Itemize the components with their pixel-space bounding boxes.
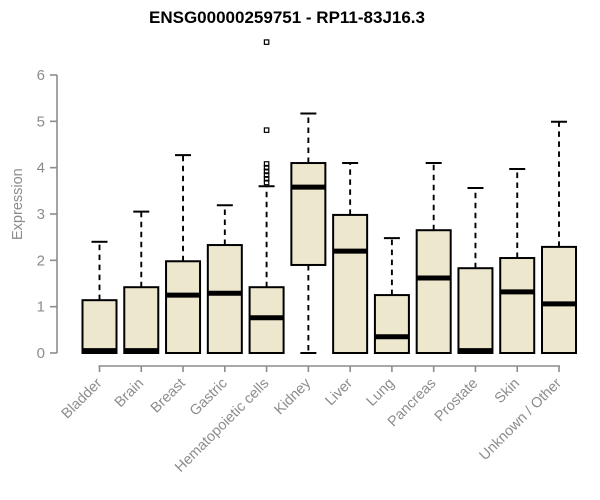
box-iqr (415, 229, 452, 354)
svg-text:Brain: Brain (112, 376, 147, 411)
boxplot-box (123, 210, 160, 354)
y-tick-labels: 0 1 2 3 4 5 6 (37, 67, 45, 362)
boxplot-box (248, 39, 285, 354)
svg-text:Lung: Lung (364, 376, 398, 410)
svg-text:Liver: Liver (322, 375, 356, 409)
outlier-point (263, 179, 270, 186)
boxplot-box (81, 240, 118, 354)
svg-text:2: 2 (37, 252, 45, 269)
box-iqr (206, 244, 243, 354)
boxplot-box (332, 162, 369, 354)
boxplot-box (415, 162, 452, 354)
svg-text:0: 0 (37, 345, 45, 362)
boxplot-box (499, 168, 536, 354)
chart-title: ENSG00000259751 - RP11-83J16.3 (149, 8, 425, 27)
box-iqr (81, 299, 118, 354)
outlier-point (263, 175, 270, 182)
svg-text:5: 5 (37, 113, 45, 130)
boxplot-box (373, 237, 410, 355)
box-iqr (499, 257, 536, 354)
svg-text:Bladder: Bladder (59, 375, 106, 422)
box-iqr (165, 260, 202, 355)
outlier-point (263, 172, 270, 178)
boxplot-box (206, 204, 243, 354)
box-iqr (541, 245, 578, 354)
boxplot-box (165, 154, 202, 355)
x-axis (98, 365, 561, 372)
outlier-point (263, 164, 270, 171)
box-iqr (290, 162, 327, 266)
svg-text:Skin: Skin (492, 376, 523, 407)
box-iqr (373, 294, 410, 355)
svg-text:Prostate: Prostate (432, 376, 481, 425)
box-iqr (457, 267, 494, 354)
svg-text:4: 4 (37, 160, 45, 177)
outlier-point (263, 127, 270, 133)
svg-text:3: 3 (37, 206, 45, 223)
boxplot-box (457, 187, 494, 354)
outlier-point (263, 168, 270, 175)
outlier-point (263, 161, 270, 167)
svg-text:Breast: Breast (148, 376, 189, 417)
box-iqr (332, 213, 369, 354)
boxplot-box (290, 112, 327, 354)
svg-text:6: 6 (37, 67, 45, 84)
boxplot-box (541, 120, 578, 354)
box-iqr (123, 286, 160, 354)
svg-text:Kidney: Kidney (272, 375, 315, 418)
outlier-point (263, 39, 270, 45)
svg-text:1: 1 (37, 299, 45, 316)
y-axis (50, 74, 58, 354)
